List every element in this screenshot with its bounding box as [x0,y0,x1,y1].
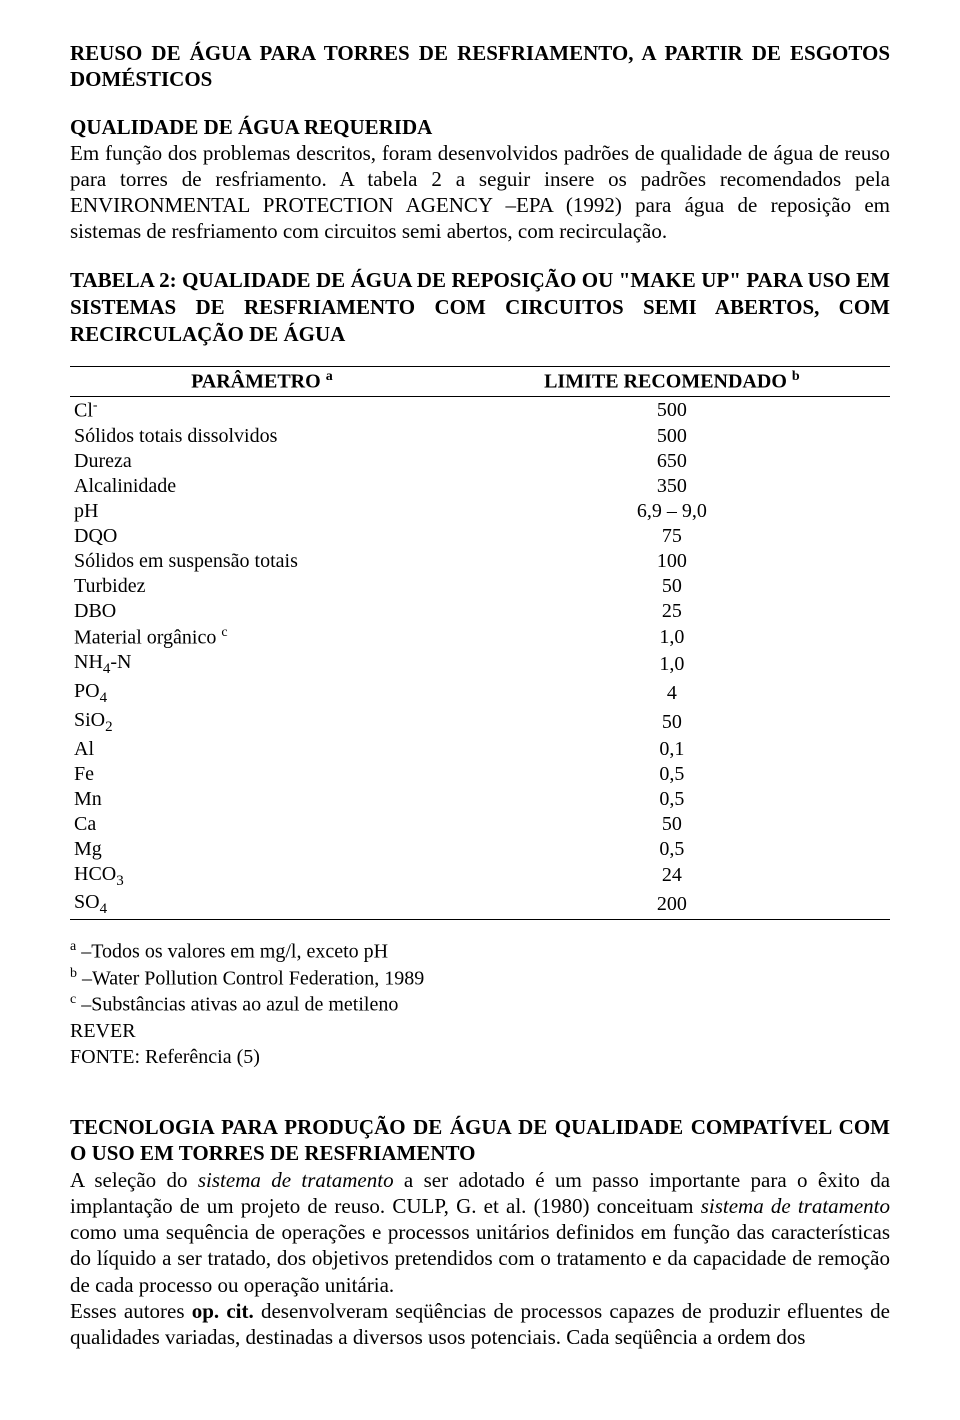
table-row: Material orgânico c1,0 [70,624,890,651]
table-row: Cl-500 [70,397,890,424]
value-cell: 25 [454,599,890,624]
tech-paragraph-2: Esses autores op. cit. desenvolveram seq… [70,1298,890,1351]
param-cell: SO4 [70,890,454,919]
table-row: DQO75 [70,524,890,549]
table-row: SO4200 [70,890,890,919]
value-cell: 75 [454,524,890,549]
param-cell: Cl- [70,397,454,424]
table-row: Mg0,5 [70,837,890,862]
table-row: Sólidos totais dissolvidos500 [70,424,890,449]
value-cell: 50 [454,708,890,737]
col-header-parameter: PARÂMETRO a [70,367,454,397]
param-cell: DQO [70,524,454,549]
value-cell: 0,1 [454,737,890,762]
param-cell: Ca [70,812,454,837]
value-cell: 24 [454,862,890,891]
value-cell: 0,5 [454,762,890,787]
value-cell: 500 [454,397,890,424]
table-footnotes: a –Todos os valores em mg/l, exceto pH b… [70,938,890,1070]
param-cell: Al [70,737,454,762]
value-cell: 1,0 [454,624,890,651]
page: REUSO DE ÁGUA PARA TORRES DE RESFRIAMENT… [0,0,960,1420]
document-title: REUSO DE ÁGUA PARA TORRES DE RESFRIAMENT… [70,40,890,93]
value-cell: 100 [454,549,890,574]
param-cell: SiO2 [70,708,454,737]
value-cell: 4 [454,679,890,708]
tech-section-title: TECNOLOGIA PARA PRODUÇÃO DE ÁGUA DE QUAL… [70,1114,890,1167]
table-row: PO44 [70,679,890,708]
value-cell: 350 [454,474,890,499]
param-cell: Sólidos em suspensão totais [70,549,454,574]
quality-table: PARÂMETRO a LIMITE RECOMENDADO b Cl-500S… [70,366,890,920]
value-cell: 1,0 [454,650,890,679]
param-cell: pH [70,499,454,524]
param-cell: HCO3 [70,862,454,891]
table-row: NH4-N1,0 [70,650,890,679]
tech-paragraph-1: A seleção do sistema de tratamento a ser… [70,1167,890,1298]
table-row: Turbidez50 [70,574,890,599]
table-row: Sólidos em suspensão totais100 [70,549,890,574]
param-cell: Material orgânico c [70,624,454,651]
table-row: Al0,1 [70,737,890,762]
value-cell: 50 [454,574,890,599]
table-row: Fe0,5 [70,762,890,787]
param-cell: Sólidos totais dissolvidos [70,424,454,449]
table-row: Ca50 [70,812,890,837]
param-cell: NH4-N [70,650,454,679]
table-row: Mn0,5 [70,787,890,812]
table-row: pH6,9 – 9,0 [70,499,890,524]
table-row: DBO25 [70,599,890,624]
value-cell: 50 [454,812,890,837]
value-cell: 500 [454,424,890,449]
param-cell: Mn [70,787,454,812]
table-row: HCO324 [70,862,890,891]
section-body: Em função dos problemas descritos, foram… [70,140,890,245]
table-row: SiO250 [70,708,890,737]
col-header-limit: LIMITE RECOMENDADO b [454,367,890,397]
table-row: Dureza650 [70,449,890,474]
value-cell: 6,9 – 9,0 [454,499,890,524]
value-cell: 0,5 [454,787,890,812]
table-title: TABELA 2: QUALIDADE DE ÁGUA DE REPOSIÇÃO… [70,267,890,349]
value-cell: 200 [454,890,890,919]
table-row: Alcalinidade350 [70,474,890,499]
param-cell: Alcalinidade [70,474,454,499]
param-cell: Fe [70,762,454,787]
param-cell: DBO [70,599,454,624]
param-cell: Dureza [70,449,454,474]
param-cell: Turbidez [70,574,454,599]
param-cell: PO4 [70,679,454,708]
param-cell: Mg [70,837,454,862]
section-heading: QUALIDADE DE ÁGUA REQUERIDA [70,115,890,140]
value-cell: 650 [454,449,890,474]
value-cell: 0,5 [454,837,890,862]
